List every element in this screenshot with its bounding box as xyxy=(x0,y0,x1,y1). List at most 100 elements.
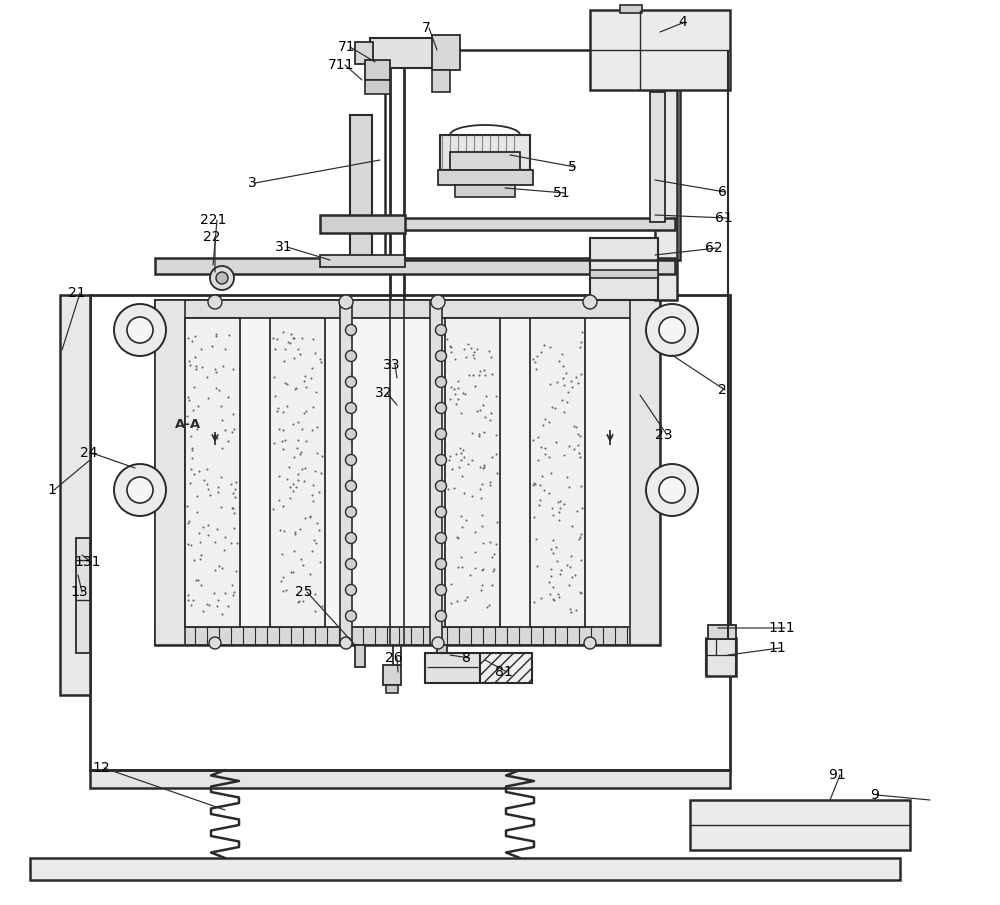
Circle shape xyxy=(436,611,446,622)
Circle shape xyxy=(436,532,446,544)
Text: 21: 21 xyxy=(68,286,86,300)
Circle shape xyxy=(436,585,446,595)
Bar xyxy=(530,318,585,627)
Bar xyxy=(155,300,660,645)
Circle shape xyxy=(209,637,221,649)
Circle shape xyxy=(646,304,698,356)
Bar xyxy=(340,300,352,645)
Bar xyxy=(655,50,677,300)
Bar xyxy=(365,80,390,94)
Text: 11: 11 xyxy=(768,641,786,655)
Text: A-A: A-A xyxy=(175,418,201,432)
Text: 23: 23 xyxy=(655,428,672,442)
Circle shape xyxy=(436,481,446,491)
Text: 33: 33 xyxy=(383,358,400,372)
Circle shape xyxy=(346,532,356,544)
Bar xyxy=(440,135,530,170)
Bar xyxy=(455,185,515,197)
Circle shape xyxy=(340,637,352,649)
Circle shape xyxy=(646,464,698,516)
Circle shape xyxy=(346,611,356,622)
Circle shape xyxy=(127,317,153,343)
Bar xyxy=(90,770,730,788)
Text: 31: 31 xyxy=(275,240,293,254)
Circle shape xyxy=(436,376,446,387)
Circle shape xyxy=(659,477,685,503)
Bar xyxy=(155,300,660,318)
Bar xyxy=(383,665,401,685)
Text: 2: 2 xyxy=(718,383,727,397)
Circle shape xyxy=(436,325,446,336)
Text: 221: 221 xyxy=(200,213,226,227)
Circle shape xyxy=(436,507,446,518)
Circle shape xyxy=(346,585,356,595)
Bar xyxy=(590,10,730,90)
Circle shape xyxy=(339,295,353,309)
Text: 81: 81 xyxy=(495,665,513,679)
Circle shape xyxy=(431,295,445,309)
Circle shape xyxy=(127,477,153,503)
Bar xyxy=(365,60,390,80)
Circle shape xyxy=(346,454,356,465)
Bar xyxy=(438,170,533,185)
Bar xyxy=(90,295,730,770)
Circle shape xyxy=(436,403,446,414)
Text: 26: 26 xyxy=(385,651,403,665)
Bar xyxy=(690,800,910,850)
Circle shape xyxy=(583,295,597,309)
Bar xyxy=(590,238,658,300)
Bar xyxy=(155,258,675,274)
Bar xyxy=(708,625,736,639)
Bar xyxy=(630,300,660,645)
Circle shape xyxy=(346,558,356,569)
Text: 711: 711 xyxy=(328,58,354,72)
Bar xyxy=(445,318,500,627)
Text: 24: 24 xyxy=(80,446,98,460)
Circle shape xyxy=(208,295,222,309)
Circle shape xyxy=(436,558,446,569)
Text: 111: 111 xyxy=(768,621,795,635)
Circle shape xyxy=(584,637,596,649)
Bar xyxy=(350,115,372,260)
Bar xyxy=(432,35,460,70)
Bar xyxy=(386,685,398,693)
Circle shape xyxy=(432,637,444,649)
Bar xyxy=(155,300,185,645)
Circle shape xyxy=(346,376,356,387)
Bar xyxy=(432,70,450,92)
Bar xyxy=(270,318,325,627)
Bar xyxy=(76,538,90,653)
Text: 7: 7 xyxy=(422,21,431,35)
Bar xyxy=(620,5,642,13)
Circle shape xyxy=(346,350,356,361)
Bar xyxy=(425,653,480,683)
Text: 32: 32 xyxy=(375,386,392,400)
Text: 91: 91 xyxy=(828,768,846,782)
Text: 71: 71 xyxy=(338,40,356,54)
Text: 6: 6 xyxy=(718,185,727,199)
Text: 4: 4 xyxy=(678,15,687,29)
Circle shape xyxy=(346,428,356,440)
Text: 1: 1 xyxy=(47,483,56,497)
Bar xyxy=(30,858,900,880)
Circle shape xyxy=(659,317,685,343)
Bar xyxy=(155,627,660,645)
Bar xyxy=(480,653,532,683)
Text: 25: 25 xyxy=(295,585,312,599)
Text: 131: 131 xyxy=(74,555,100,569)
Bar xyxy=(355,645,365,667)
Text: 22: 22 xyxy=(203,230,220,244)
Bar xyxy=(370,38,435,68)
Bar xyxy=(430,300,442,645)
Text: 12: 12 xyxy=(92,761,110,775)
Circle shape xyxy=(210,266,234,290)
Text: 13: 13 xyxy=(70,585,88,599)
Text: 8: 8 xyxy=(462,651,471,665)
Text: 61: 61 xyxy=(715,211,733,225)
Text: 5: 5 xyxy=(568,160,577,174)
Text: 9: 9 xyxy=(870,788,879,802)
Circle shape xyxy=(216,272,228,284)
Bar xyxy=(320,215,405,233)
Bar xyxy=(185,318,240,627)
Text: 51: 51 xyxy=(553,186,571,200)
